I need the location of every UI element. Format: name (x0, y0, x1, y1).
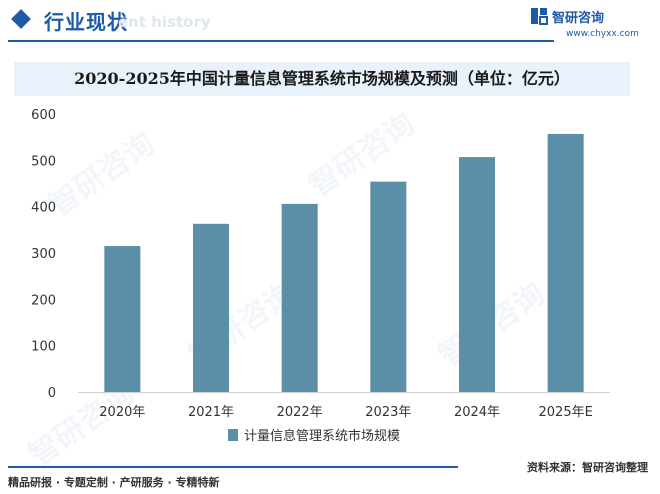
bar (104, 246, 141, 392)
brand-url: www.chyxx.com (566, 29, 639, 39)
chart-title-box: 2020-2025年中国计量信息管理系统市场规模及预测（单位：亿元） (14, 62, 630, 96)
x-tick-label: 2024年 (454, 405, 500, 420)
y-tick-label: 300 (31, 247, 56, 262)
x-tick-label: 2020年 (99, 405, 145, 420)
section-subtitle: ent history (118, 13, 211, 31)
x-tick-label: 2025年E (539, 405, 593, 420)
y-tick-label: 500 (31, 154, 56, 169)
bar (459, 157, 495, 392)
y-tick-label: 200 (31, 293, 56, 308)
x-tick-label: 2021年 (188, 405, 234, 420)
y-tick-label: 600 (31, 108, 56, 123)
y-tick-label: 400 (31, 201, 56, 216)
bar (370, 181, 407, 392)
y-tick-label: 100 (31, 340, 56, 355)
footer-source: 资料来源：智研咨询整理 (527, 461, 648, 474)
footer-rule (8, 466, 458, 468)
brand-name: 智研咨询 (552, 11, 605, 26)
header-rule (8, 40, 554, 42)
section-header: 行业现状 ent history 智研咨询 www.chyxx.com (0, 0, 660, 44)
legend-label: 计量信息管理系统市场规模 (244, 428, 400, 444)
bar (281, 203, 318, 392)
x-tick-label: 2022年 (277, 405, 323, 420)
chart-title: 2020-2025年中国计量信息管理系统市场规模及预测（单位：亿元） (74, 69, 570, 88)
brand-logo-icon (531, 8, 548, 25)
footer-services: 精品研报 · 专题定制 · 产研服务 · 专精特新 (8, 476, 220, 489)
x-tick-label: 2023年 (365, 405, 411, 420)
legend-swatch (228, 429, 238, 441)
brand: 智研咨询 www.chyxx.com (530, 5, 650, 41)
bar-chart: 0 100 200 300 400 500 600 2020年 2021年 2022年 2023年 2… (31, 108, 610, 444)
section-title: 行业现状 (44, 10, 128, 34)
bar (193, 223, 229, 392)
diamond-icon (11, 9, 31, 29)
y-tick-label: 0 (48, 386, 56, 401)
bar (547, 133, 584, 392)
